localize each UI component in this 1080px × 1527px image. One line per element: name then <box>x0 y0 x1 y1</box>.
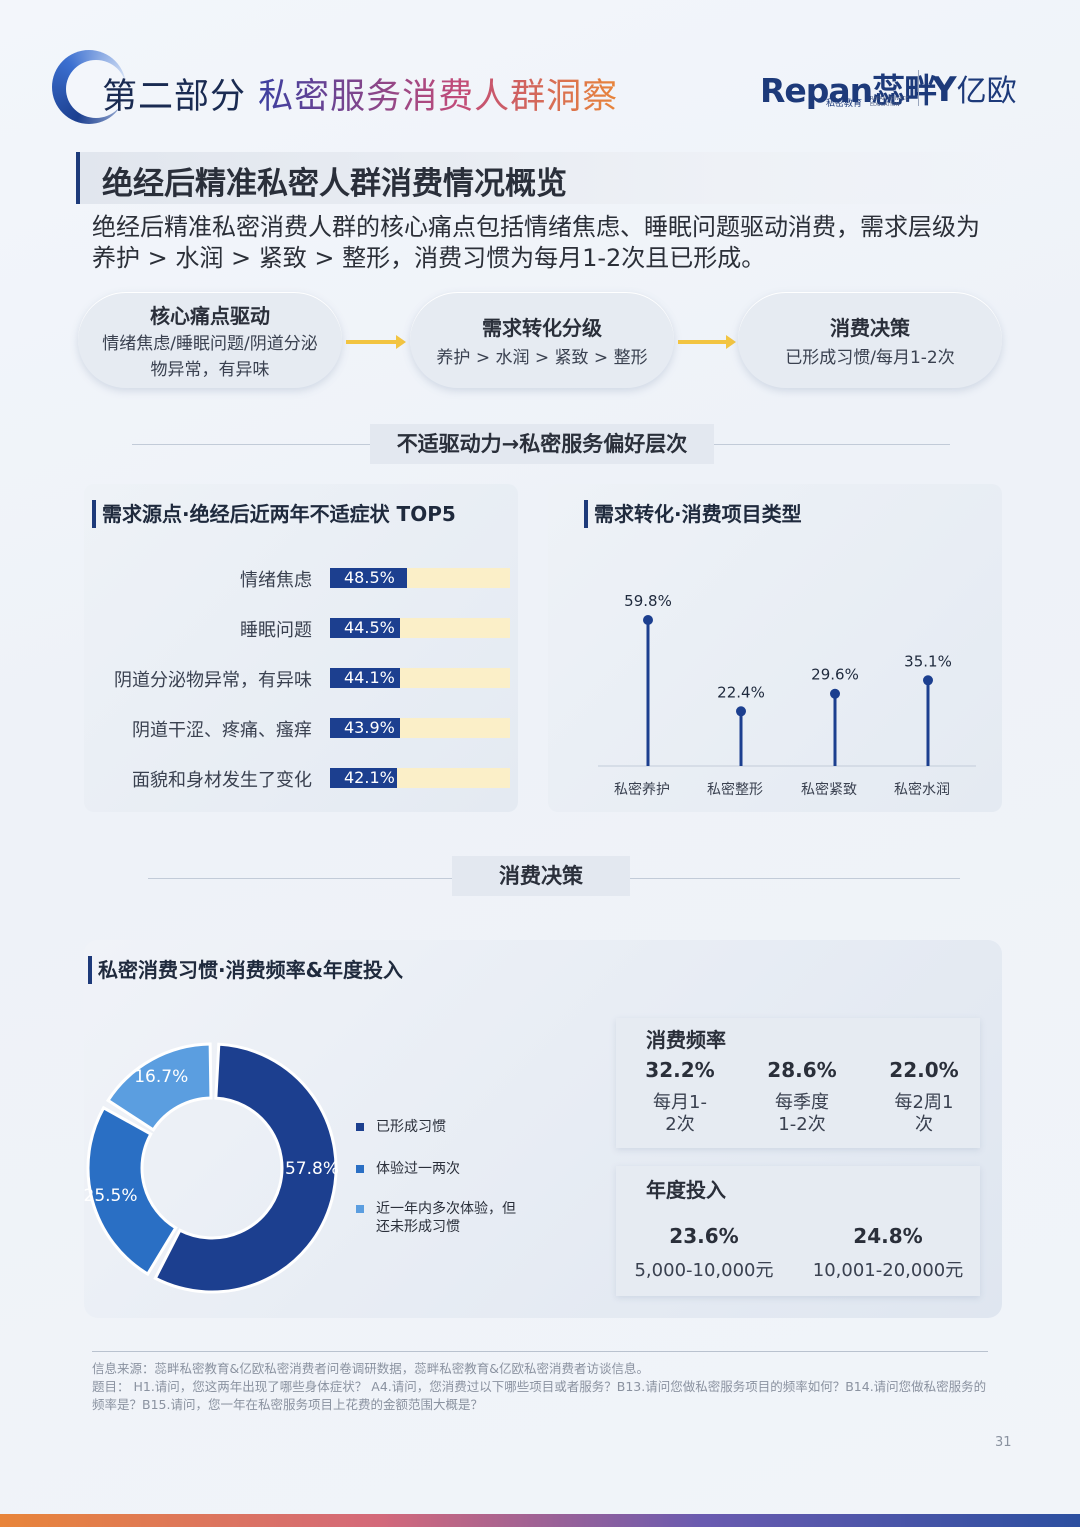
page-title-bar: 绝经后精准私密人群消费情况概览 <box>76 152 1010 204</box>
legend-swatch <box>356 1123 364 1131</box>
flow-arrow <box>678 335 736 349</box>
frequency-title: 消费频率 <box>646 1028 726 1052</box>
section-name: 私密服务消费人群洞察 <box>258 77 619 117</box>
legend-swatch <box>356 1165 364 1173</box>
symptom-bar-fill: 43.9% <box>330 718 400 738</box>
flow-step-decision: 消费决策 已形成习惯/每月1-2次 <box>738 292 1002 388</box>
lollipop-value-label: 22.4% <box>717 683 765 701</box>
symptom-bar-fill: 44.5% <box>330 618 401 638</box>
footer-questions: 题目： H1.请问，您这两年出现了哪些身体症状？ A4.请问，您消费过以下哪些项… <box>92 1379 987 1412</box>
investment-item: 23.6% 5,000-10,000元 <box>634 1224 774 1281</box>
frequency-item: 28.6% 每季度1-2次 <box>767 1058 837 1135</box>
lollipop-point <box>830 688 840 699</box>
flow-step-demand: 需求转化分级 养护 > 水润 > 紧致 > 整形 <box>410 292 674 388</box>
flow-arrow <box>346 335 406 349</box>
repan-logo-sub: 私密教育 <box>826 99 863 109</box>
yiou-logo: Y亿欧 <box>932 70 1017 110</box>
divider-heading-drivers: 不适驱动力→私密服务偏好层次 <box>370 424 714 464</box>
frequency-item: 22.0% 每2周1次 <box>889 1058 959 1135</box>
donut-slice <box>105 1042 213 1132</box>
frequency-item: 32.2% 每月1-2次 <box>645 1058 715 1135</box>
legend-item: 近一年内多次体验，但还未形成习惯 <box>356 1200 546 1236</box>
page-number: 31 <box>995 1435 1012 1450</box>
habit-donut-chart: 57.8% 25.5% 16.7% <box>84 1042 339 1294</box>
donut-slice <box>86 1105 178 1277</box>
footer-notes: 信息来源：蕊畔私密教育&亿欧私密消费者问卷调研数据，蕊畔私密教育&亿欧私密消费者… <box>92 1360 992 1414</box>
lollipop-category-label: 私密整形 <box>707 781 763 798</box>
lollipop-category-label: 私密紧致 <box>801 781 857 798</box>
symptom-label: 阴道分泌物异常，有异味 <box>114 670 312 691</box>
symptom-bar-track: 44.1% <box>330 668 510 688</box>
flow-step-body: 情绪焦虑/睡眠问题/阴道分泌物异常，有异味 <box>102 334 318 380</box>
symptom-label: 面貌和身材发生了变化 <box>132 770 312 791</box>
lollipop-value-label: 29.6% <box>811 666 859 684</box>
symptom-bar-fill: 44.1% <box>330 668 400 688</box>
legend-swatch <box>356 1205 364 1213</box>
section-part: 第二部分 <box>102 77 247 117</box>
symptom-bar-track: 42.1% <box>330 768 510 788</box>
divider-line-right <box>714 444 950 445</box>
section-title: 第二部分 私密服务消费人群洞察 <box>102 68 618 119</box>
investment-item: 24.8% 10,001-20,000元 <box>812 1224 964 1281</box>
lollipop-value-label: 35.1% <box>904 652 952 670</box>
repan-logo-en: REPAN PRIVATE EDUCATION <box>870 96 909 108</box>
symptoms-title: 需求源点·绝经后近两年不适症状 TOP5 <box>92 500 456 528</box>
symptom-bar-fill: 42.1% <box>330 768 397 788</box>
symptom-bar-track: 43.9% <box>330 718 510 738</box>
section-ring-inner <box>66 60 126 118</box>
repan-logo: Repan蕊畔 <box>760 71 937 110</box>
logo-divider <box>918 70 919 106</box>
lollipop-category-label: 私密养护 <box>614 781 670 798</box>
divider-heading-decision: 消费决策 <box>452 856 630 896</box>
habits-title: 私密消费习惯·消费频率&年度投入 <box>88 956 403 984</box>
donut-value-label: 16.7% <box>134 1067 188 1087</box>
lollipop-category-label: 私密水润 <box>894 781 950 798</box>
divider-line-right <box>630 878 960 879</box>
flow-step-body: 已形成习惯/每月1-2次 <box>785 348 955 368</box>
consumption-type-title: 需求转化·消费项目类型 <box>584 500 802 528</box>
symptom-bar-track: 48.5% <box>330 568 510 588</box>
lollipop-value-label: 59.8% <box>624 592 672 610</box>
symptom-bar-track: 44.5% <box>330 618 510 638</box>
divider-line-left <box>148 878 452 879</box>
legend-item: 体验过一两次 <box>356 1158 546 1178</box>
symptoms-panel <box>84 484 518 812</box>
flow-step-body: 养护 > 水润 > 紧致 > 整形 <box>436 348 648 368</box>
donut-value-label: 57.8% <box>285 1159 339 1179</box>
symptom-bar-fill: 48.5% <box>330 568 407 588</box>
legend-item: 已形成习惯 <box>356 1116 546 1136</box>
footer-rule <box>92 1351 988 1352</box>
symptom-label: 情绪焦虑 <box>240 570 312 591</box>
flow-step-title: 核心痛点驱动 <box>150 304 270 328</box>
lollipop-point <box>736 706 746 717</box>
donut-value-label: 25.5% <box>84 1186 138 1206</box>
flow-step-title: 需求转化分级 <box>482 316 602 340</box>
lollipop-point <box>643 615 653 625</box>
symptom-label: 阴道干涩、疼痛、瘙痒 <box>132 720 312 741</box>
lollipop-chart: 59.8% 私密养护 22.4% 私密整形 29.6% 私密紧致 35.1% 私密水润 <box>598 592 976 798</box>
lollipop-point <box>923 675 933 686</box>
page-title: 绝经后精准私密人群消费情况概览 <box>102 166 567 202</box>
intro-paragraph: 绝经后精准私密消费人群的核心痛点包括情绪焦虑、睡眠问题驱动消费，需求层级为养护 … <box>92 213 980 272</box>
symptom-label: 睡眠问题 <box>240 620 312 641</box>
frequency-box: 消费频率 32.2% 每月1-2次 28.6% 每季度1-2次 22.0% 每2… <box>616 1018 980 1148</box>
investment-box: 年度投入 23.6% 5,000-10,000元 24.8% 10,001-20… <box>616 1166 980 1296</box>
donut-slice <box>153 1042 338 1294</box>
footer-source: 信息来源：蕊畔私密教育&亿欧私密消费者问卷调研数据，蕊畔私密教育&亿欧私密消费者… <box>92 1361 649 1376</box>
consumption-type-panel <box>548 484 1002 812</box>
donut-legend: 已形成习惯 体验过一两次 近一年内多次体验，但还未形成习惯 <box>356 1116 546 1236</box>
flow-step-title: 消费决策 <box>830 316 910 340</box>
bottom-color-strip <box>0 1514 1080 1527</box>
divider-line-left <box>132 444 370 445</box>
investment-title: 年度投入 <box>646 1178 726 1202</box>
flow-step-pain: 核心痛点驱动 情绪焦虑/睡眠问题/阴道分泌物异常，有异味 <box>78 292 342 388</box>
